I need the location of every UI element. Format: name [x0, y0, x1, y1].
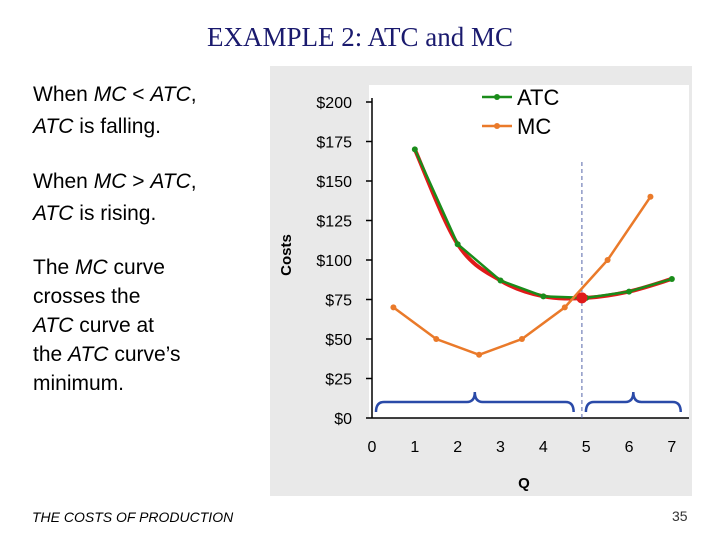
x-tick-label: 2: [453, 439, 462, 456]
text-line: ATC is rising.: [33, 202, 157, 225]
intersection-point: [576, 292, 588, 304]
text-line: The MC curve: [33, 256, 165, 279]
text-mc-below-atc: When MC < ATC, ATC is falling.: [33, 79, 197, 143]
mc-data-point: [604, 257, 611, 263]
y-tick-label: $75: [325, 293, 352, 310]
atc-data-point: [540, 293, 547, 300]
text-line: minimum.: [33, 372, 125, 395]
text-line: When MC > ATC,: [33, 170, 197, 193]
text-crossing: The MC curve crosses the ATC curve at th…: [33, 253, 180, 398]
legend-label-mc: MC: [517, 114, 551, 139]
x-tick-label: 5: [582, 439, 591, 456]
text-line: ATC is falling.: [33, 115, 161, 138]
x-tick-label: 3: [496, 439, 505, 456]
y-tick-label: $50: [325, 332, 352, 349]
atc-data-point: [668, 275, 675, 282]
footer-text: THE COSTS OF PRODUCTION: [32, 509, 234, 525]
atc-data-point: [626, 288, 633, 295]
legend-marker-atc: [494, 94, 500, 100]
mc-data-point: [561, 304, 568, 311]
y-tick-label: $125: [316, 214, 352, 231]
atc-data-point: [497, 277, 504, 284]
atc-data-point: [411, 146, 418, 153]
text-line: crosses the: [33, 285, 141, 308]
atc-data-point: [454, 241, 461, 248]
text-line: ATC curve at: [33, 314, 154, 337]
x-tick-label: 6: [625, 439, 634, 456]
mc-data-point: [390, 304, 397, 311]
page-number: 35: [672, 508, 688, 524]
y-tick-label: $200: [316, 95, 352, 112]
text-line: the ATC curve’s: [33, 343, 181, 366]
legend-marker-mc: [494, 123, 500, 129]
mc-data-point: [433, 336, 440, 342]
slide-title: EXAMPLE 2: ATC and MC: [206, 22, 514, 52]
y-tick-label: $0: [334, 411, 352, 428]
text-mc-above-atc: When MC > ATC, ATC is rising.: [33, 166, 197, 230]
y-tick-label: $25: [325, 372, 352, 389]
y-tick-label: $150: [316, 174, 352, 191]
legend-label-atc: ATC: [517, 85, 559, 110]
text-line: When MC < ATC,: [33, 83, 197, 106]
brace: [374, 391, 575, 413]
mc-data-point: [476, 351, 483, 358]
x-tick-label: 4: [539, 439, 548, 456]
x-axis-title: Q: [518, 475, 530, 492]
brace: [584, 391, 682, 413]
mc-data-point: [518, 336, 525, 342]
y-tick-label: $100: [316, 253, 352, 270]
mc-data-point: [647, 193, 654, 200]
x-tick-label: 0: [368, 439, 377, 456]
x-tick-label: 7: [667, 439, 676, 456]
y-tick-label: $175: [316, 135, 352, 152]
y-axis-title: Costs: [278, 234, 295, 276]
x-tick-label: 1: [410, 439, 419, 456]
